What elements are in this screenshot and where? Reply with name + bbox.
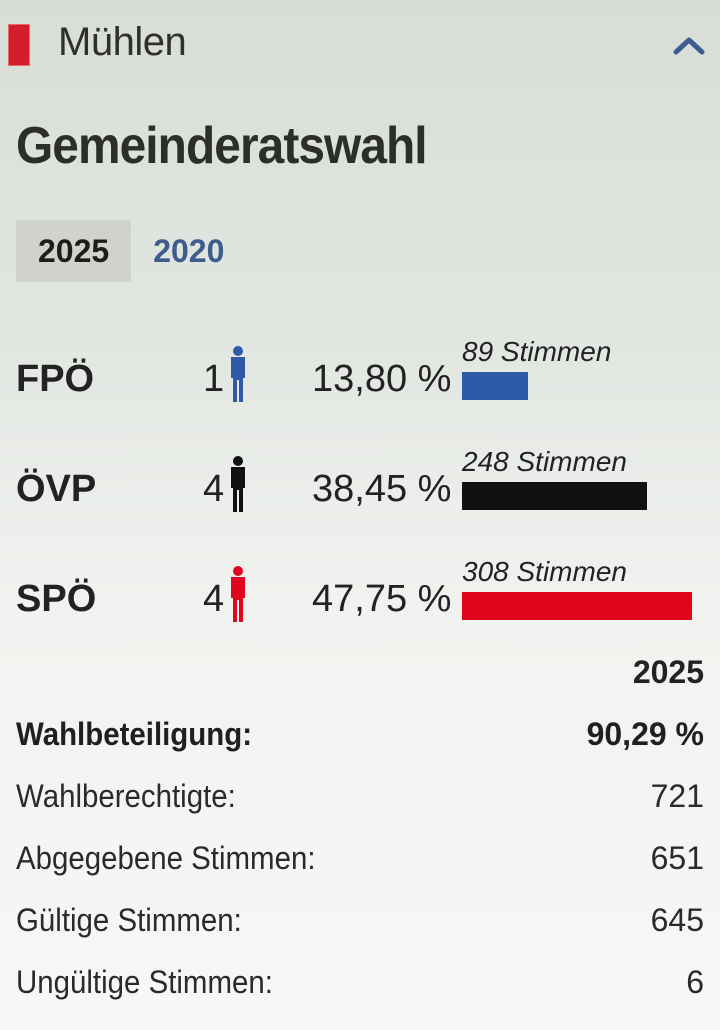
person-icon <box>231 566 245 622</box>
party-seats: 4 <box>203 578 225 620</box>
party-votes-label: 248 Stimmen <box>462 446 627 477</box>
party-vote-bar <box>462 372 529 400</box>
stat-row-turnout: Wahlbeteiligung: 90,29 % <box>16 716 704 766</box>
party-name: FPÖ <box>16 358 95 400</box>
year-tabs: 2025 2020 <box>16 220 246 282</box>
party-vote-bar-track <box>462 592 692 620</box>
section-title: Gemeinderatswahl <box>16 117 428 175</box>
stat-label: Abgegebene Stimmen: <box>16 840 316 876</box>
party-vote-bar <box>462 592 692 620</box>
person-icon <box>231 456 245 512</box>
stat-row-eligible: Wahlberechtigte: 721 <box>16 778 704 828</box>
municipality-name: Mühlen <box>58 20 187 64</box>
party-seats: 4 <box>203 468 225 510</box>
municipality-header[interactable]: Mühlen <box>0 0 720 90</box>
party-percent: 38,45 % <box>312 468 452 510</box>
stat-row-cast: Abgegebene Stimmen: 651 <box>16 840 704 890</box>
party-percent: 13,80 % <box>312 358 452 400</box>
party-votes-label: 308 Stimmen <box>462 556 627 587</box>
party-votes-label: 89 Stimmen <box>462 336 612 367</box>
stat-row-invalid: Ungültige Stimmen: 6 <box>16 964 704 1014</box>
party-seats: 1 <box>203 358 225 400</box>
stat-value: 6 <box>686 964 704 1000</box>
municipality-color-marker <box>8 24 30 66</box>
party-row-fpoe: FPÖ 1 13,80 % 89 Stimmen <box>0 336 720 416</box>
stat-row-valid: Gültige Stimmen: 645 <box>16 902 704 952</box>
collapse-button[interactable] <box>672 30 706 60</box>
stat-value: 645 <box>650 902 704 938</box>
tab-year-2020[interactable]: 2020 <box>153 233 225 269</box>
chevron-up-icon <box>673 37 705 55</box>
stat-label: Ungültige Stimmen: <box>16 964 273 1000</box>
tab-year-2025[interactable]: 2025 <box>16 220 132 282</box>
stat-value: 721 <box>650 778 704 814</box>
party-row-oevp: ÖVP 4 38,45 % 248 Stimmen <box>0 446 720 526</box>
stat-label: Wahlbeteiligung: <box>16 716 253 752</box>
party-vote-bar-track <box>462 482 692 510</box>
stat-label: Wahlberechtigte: <box>16 778 236 814</box>
party-row-spoe: SPÖ 4 47,75 % 308 Stimmen <box>0 556 720 636</box>
stat-value: 90,29 % <box>586 716 704 752</box>
party-vote-bar <box>462 482 648 510</box>
party-vote-bar-track <box>462 372 692 400</box>
party-name: ÖVP <box>16 468 97 510</box>
party-percent: 47,75 % <box>312 578 452 620</box>
person-icon <box>231 346 245 402</box>
stat-value: 651 <box>650 840 704 876</box>
stats-year-label: 2025 <box>632 654 704 690</box>
party-name: SPÖ <box>16 578 97 620</box>
stat-label: Gültige Stimmen: <box>16 902 242 938</box>
